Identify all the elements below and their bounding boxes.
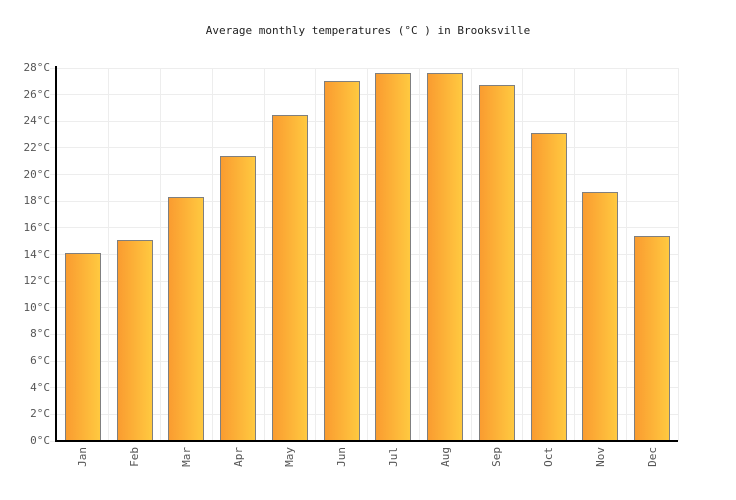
y-axis-tick <box>50 360 55 362</box>
bar-nov <box>582 191 619 441</box>
y-axis-label: 22°C <box>23 140 51 154</box>
y-axis-tick <box>50 67 55 69</box>
y-axis-tick <box>50 94 55 96</box>
x-axis-label: Dec <box>645 447 659 467</box>
bar-feb <box>116 239 153 441</box>
x-axis-label: Oct <box>542 447 556 467</box>
y-axis-label: 16°C <box>23 220 51 234</box>
y-axis-label: 24°C <box>23 114 51 128</box>
y-axis-label: 4°C <box>30 380 50 394</box>
x-axis-label-slot: Nov <box>575 447 627 467</box>
bar-jun <box>323 81 360 441</box>
y-axis-label: 20°C <box>23 167 51 181</box>
y-axis-label: 10°C <box>23 300 51 314</box>
y-axis-tick <box>50 333 55 335</box>
x-axis-label-slot: Oct <box>523 447 575 467</box>
x-axis-label: Apr <box>231 447 245 467</box>
y-axis-tick <box>50 440 55 442</box>
x-axis-line <box>55 440 678 442</box>
y-axis-tick <box>50 413 55 415</box>
gridline-vertical <box>522 68 524 441</box>
plot-area <box>57 67 679 441</box>
x-axis-label-slot: Mar <box>161 447 213 467</box>
y-axis-tick <box>50 387 55 389</box>
x-axis-label-slot: Apr <box>212 447 264 467</box>
bar-jul <box>375 73 412 441</box>
gridline-vertical <box>574 68 575 441</box>
x-axis-label-slot: Feb <box>109 447 161 467</box>
x-axis-label: Jul <box>386 447 400 467</box>
y-axis-tick <box>50 174 55 176</box>
bar-apr <box>220 155 257 441</box>
y-axis-label: 0°C <box>30 434 50 447</box>
x-axis-label: May <box>283 447 297 467</box>
gridline-vertical <box>108 68 110 441</box>
bar-oct <box>530 133 567 441</box>
y-axis-tick <box>50 120 55 122</box>
y-axis-tick <box>50 254 55 255</box>
bar-jan <box>64 253 101 441</box>
bar-mar <box>168 197 205 441</box>
x-axis-label-slot: Dec <box>626 447 678 467</box>
y-axis-tick <box>50 147 55 149</box>
x-axis-label-slot: Jan <box>57 447 109 467</box>
bar-sep <box>478 85 515 441</box>
x-axis-label-slot: May <box>264 447 316 467</box>
x-axis-label: Jun <box>335 447 349 467</box>
gridline-vertical <box>367 68 368 441</box>
x-axis-label: Feb <box>128 447 142 467</box>
y-axis-label: 2°C <box>30 407 50 421</box>
y-axis-label: 6°C <box>30 354 50 368</box>
bar-may <box>271 114 308 441</box>
y-axis-label: 14°C <box>23 247 51 261</box>
x-axis-label: Jan <box>76 447 90 467</box>
gridline-vertical <box>418 68 420 441</box>
y-axis-tick <box>50 227 55 229</box>
gridline-vertical <box>263 68 265 441</box>
y-axis-label: 8°C <box>30 327 50 341</box>
y-axis-label: 18°C <box>23 194 51 208</box>
y-axis-label: 12°C <box>23 274 51 288</box>
x-axis-labels: Jan Feb Mar Apr May Jun Jul Aug Sep Oct Nov Dec <box>57 447 678 467</box>
chart-title: Average monthly temperatures (°C ) in Br… <box>205 24 531 37</box>
gridline-vertical <box>160 68 161 441</box>
bar-aug <box>427 73 464 441</box>
gridline-vertical <box>625 68 627 441</box>
y-axis-label: 26°C <box>23 87 51 101</box>
gridline-vertical <box>677 68 679 441</box>
gridline-vertical <box>315 68 317 441</box>
gridline-vertical <box>470 68 472 441</box>
y-axis-line <box>55 66 57 441</box>
x-axis-label: Mar <box>179 447 193 467</box>
y-axis-tick <box>50 307 55 309</box>
y-axis-tick <box>50 280 55 282</box>
x-axis-label-slot: Jul <box>368 447 420 467</box>
x-axis-label: Nov <box>593 447 607 467</box>
y-axis-label: 28°C <box>23 61 51 74</box>
gridline-vertical <box>211 68 213 441</box>
x-axis-label-slot: Jun <box>316 447 368 467</box>
x-axis-label: Aug <box>438 447 452 467</box>
x-axis-label-slot: Aug <box>419 447 471 467</box>
y-axis-tick <box>50 200 55 202</box>
x-axis-label-slot: Sep <box>471 447 523 467</box>
bar-dec <box>634 235 671 441</box>
x-axis-label: Sep <box>490 447 504 467</box>
